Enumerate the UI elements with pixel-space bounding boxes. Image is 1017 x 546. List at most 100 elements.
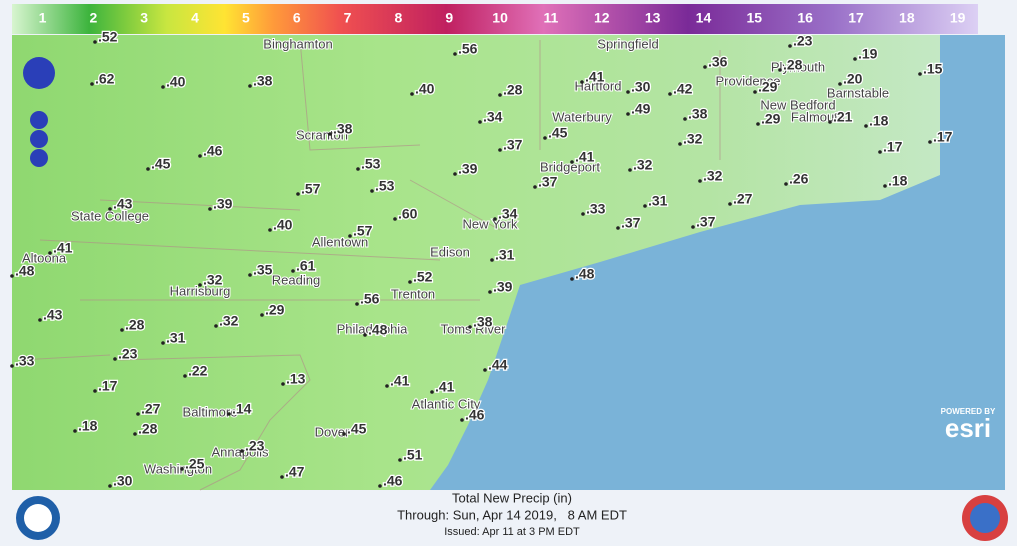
city-label: New York — [463, 216, 518, 231]
legend-label: 5 — [242, 10, 250, 26]
precip-label: .39 — [493, 279, 513, 295]
station-dot — [370, 189, 374, 193]
station-dot — [363, 333, 367, 337]
station-dot — [543, 136, 547, 140]
precip-label: .48 — [15, 263, 35, 279]
precip-label: .29 — [761, 111, 781, 127]
station-dot — [296, 192, 300, 196]
station-dot — [570, 277, 574, 281]
station-dot — [580, 80, 584, 84]
footer-issued: Issued: Apr 11 at 3 PM EDT — [444, 526, 580, 538]
station-dot — [430, 390, 434, 394]
precip-label: .44 — [488, 357, 508, 373]
station-dot — [342, 432, 346, 436]
legend-label: 14 — [696, 10, 712, 26]
globe[interactable] — [30, 130, 48, 148]
station-dot — [90, 82, 94, 86]
city-label: Plymouth — [771, 59, 825, 74]
station-dot — [483, 368, 487, 372]
precip-label: .48 — [575, 266, 595, 282]
station-dot — [581, 212, 585, 216]
precip-label: .23 — [245, 438, 265, 454]
station-dot — [227, 412, 231, 416]
station-dot — [240, 449, 244, 453]
legend-label: 12 — [594, 10, 610, 26]
precip-label: .34 — [498, 206, 518, 222]
station-dot — [788, 44, 792, 48]
station-dot — [490, 258, 494, 262]
city-label: Scranton — [296, 127, 348, 142]
legend-label: 1 — [39, 10, 47, 26]
station-dot — [683, 117, 687, 121]
zoom-out[interactable] — [30, 149, 48, 167]
precip-label: .23 — [793, 33, 813, 49]
station-dot — [38, 318, 42, 322]
station-dot — [108, 207, 112, 211]
precip-label: .22 — [188, 363, 208, 379]
city-label: Washington — [144, 461, 212, 476]
zoom-in[interactable] — [30, 111, 48, 129]
precip-label: .14 — [232, 401, 252, 417]
precip-label: .32 — [683, 131, 703, 147]
city-label: Philadelphia — [337, 321, 409, 336]
station-dot — [853, 57, 857, 61]
station-dot — [703, 65, 707, 69]
station-dot — [93, 389, 97, 393]
precip-label: .35 — [253, 262, 273, 278]
precip-label: .31 — [166, 330, 186, 346]
station-dot — [136, 412, 140, 416]
precip-label: .37 — [696, 214, 716, 230]
station-dot — [691, 225, 695, 229]
precip-label: .45 — [347, 421, 367, 437]
city-label: Annapolis — [211, 444, 269, 459]
precip-label: .40 — [415, 81, 435, 97]
station-dot — [478, 120, 482, 124]
station-dot — [248, 273, 252, 277]
precip-label: .52 — [413, 269, 433, 285]
city-label: Bridgeport — [540, 159, 600, 174]
nws-logo — [962, 495, 1008, 541]
city-label: Harrisburg — [170, 283, 231, 298]
precip-label: .32 — [203, 272, 223, 288]
station-dot — [918, 72, 922, 76]
pan-control[interactable] — [23, 57, 55, 89]
precip-label: .28 — [125, 317, 145, 333]
precip-label: .46 — [383, 473, 403, 489]
precip-label: .34 — [483, 109, 503, 125]
station-dot — [828, 120, 832, 124]
precip-label: .13 — [286, 371, 306, 387]
precip-label: .51 — [403, 447, 423, 463]
precip-label: .62 — [95, 71, 115, 87]
station-dot — [120, 328, 124, 332]
precip-label: .38 — [333, 121, 353, 137]
precip-label: .46 — [465, 407, 485, 423]
footer-through: Through: Sun, Apr 14 2019, 8 AM EDT — [397, 507, 627, 522]
station-dot — [48, 251, 52, 255]
precip-label: .38 — [688, 106, 708, 122]
precip-label: .32 — [219, 313, 239, 329]
city-label: Providence — [715, 73, 780, 88]
station-dot — [784, 182, 788, 186]
station-dot — [161, 341, 165, 345]
station-dot — [498, 148, 502, 152]
station-dot — [668, 92, 672, 96]
precip-label: .37 — [538, 174, 558, 190]
precip-label: .30 — [631, 79, 651, 95]
station-dot — [756, 122, 760, 126]
city-label: State College — [71, 208, 149, 223]
station-dot — [393, 217, 397, 221]
legend-label: 9 — [445, 10, 453, 26]
precip-label: .37 — [503, 137, 523, 153]
precip-label: .33 — [586, 201, 606, 217]
borders — [19, 39, 721, 491]
station-dot — [698, 179, 702, 183]
station-dot — [498, 93, 502, 97]
station-dot — [878, 150, 882, 154]
city-label: New Bedford — [760, 97, 835, 112]
station-dot — [628, 168, 632, 172]
precip-label: .48 — [368, 322, 388, 338]
station-dot — [385, 384, 389, 388]
precip-label: .41 — [435, 379, 455, 395]
precip-label: .45 — [548, 125, 568, 141]
station-dot — [180, 467, 184, 471]
